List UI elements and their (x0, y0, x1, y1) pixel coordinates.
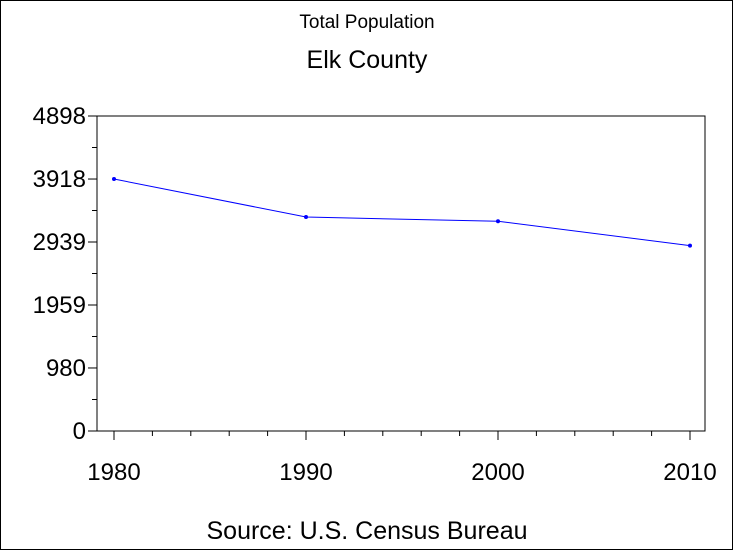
data-point (304, 215, 308, 220)
x-tick-label: 2000 (471, 459, 524, 486)
y-axis: 0 980 1959 2939 3918 4898 (33, 103, 97, 445)
series-layer (112, 177, 692, 248)
y-tick-label: 2939 (33, 229, 86, 256)
x-tick-label: 1990 (279, 459, 332, 486)
chart-title: Total Population (299, 12, 434, 33)
plot-area-border (96, 115, 706, 432)
x-axis: 1980 1990 2000 2010 (87, 431, 717, 486)
data-point (688, 243, 692, 248)
y-tick-label: 3918 (33, 166, 86, 193)
data-point (112, 177, 116, 182)
chart-subtitle: Elk County (307, 46, 428, 74)
y-tick-label: 1959 (33, 292, 86, 319)
series-line (113, 178, 691, 247)
x-tick-label: 1980 (87, 459, 140, 486)
source-note: Source: U.S. Census Bureau (207, 517, 528, 545)
y-tick-label: 4898 (33, 103, 86, 130)
data-point (496, 219, 500, 224)
x-tick-label: 2010 (663, 459, 716, 486)
y-tick-label: 980 (46, 355, 86, 382)
y-tick-label: 0 (73, 418, 86, 445)
